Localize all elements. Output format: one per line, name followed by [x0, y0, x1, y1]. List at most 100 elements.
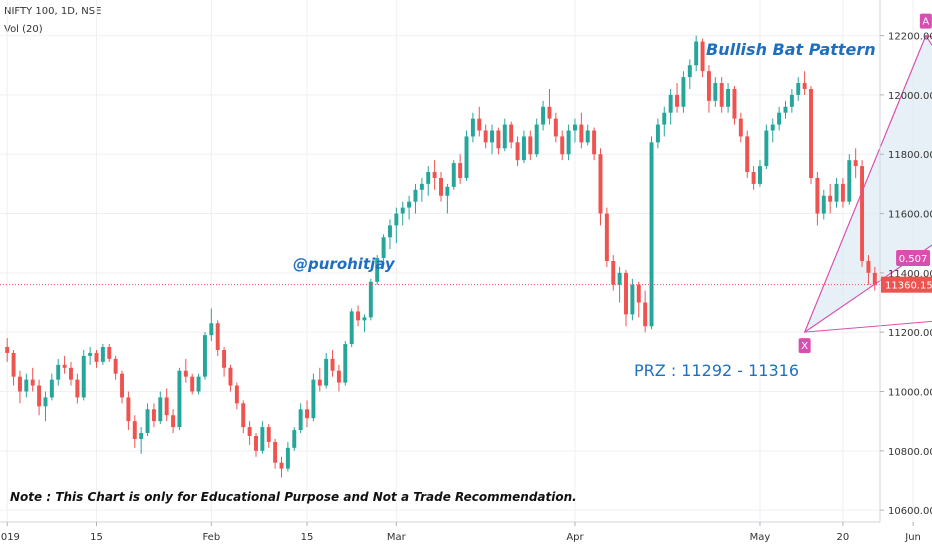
candle-body: [30, 379, 35, 386]
candle-body: [349, 311, 354, 345]
candle-body: [866, 261, 871, 273]
candle-body: [285, 447, 290, 469]
candle-body: [362, 317, 367, 321]
candle-body: [477, 118, 482, 131]
candle-body: [407, 201, 412, 208]
candle-body: [758, 166, 762, 184]
candle-body: [649, 142, 654, 327]
candle-body: [273, 441, 278, 463]
candle-body: [311, 379, 316, 419]
candle-body: [215, 323, 220, 350]
candle-body: [675, 94, 680, 107]
x-tick-label: 20: [837, 532, 850, 543]
candle-body: [585, 130, 590, 143]
candle-body: [560, 136, 565, 155]
candle-body: [496, 130, 501, 149]
pattern-line-xd: [804, 320, 932, 333]
candle-body: [821, 195, 826, 214]
candle-body: [190, 376, 195, 392]
candle-body: [777, 112, 782, 125]
candle-body: [336, 370, 341, 383]
candle-body: [400, 207, 405, 214]
candle-body: [177, 370, 182, 428]
candle-body: [324, 358, 329, 386]
pattern-line-xa: [804, 35, 927, 333]
candle-body: [222, 349, 227, 368]
candle-body: [700, 41, 705, 72]
candle-body: [132, 421, 137, 439]
candle-body: [630, 284, 635, 315]
candle-body: [158, 397, 163, 422]
candle-body: [279, 462, 284, 469]
x-tick-label: Feb: [202, 532, 220, 543]
candle-body: [483, 130, 488, 143]
candle-body: [726, 88, 731, 107]
candle-body: [853, 160, 858, 167]
x-tick-label: 15: [301, 532, 314, 543]
candle-body: [828, 195, 833, 202]
watermark-handle: @purohitjay: [293, 255, 395, 273]
y-tick-label: 11000.00: [888, 388, 932, 399]
candle-body: [298, 409, 303, 431]
last-price-tag: 11360.15: [881, 276, 932, 293]
candle-body: [521, 136, 526, 161]
y-tick-label: 12200.00: [888, 32, 932, 43]
candle-body: [62, 364, 67, 368]
candle-body: [11, 352, 16, 377]
candle-body: [470, 118, 475, 137]
candle-body: [840, 183, 845, 202]
y-tick-label: 12000.00: [888, 91, 932, 102]
symbol-line: NIFTY 100, 1D, NSE: [4, 6, 102, 17]
candle-body: [387, 225, 392, 238]
candle-body: [572, 124, 577, 131]
candle-body: [655, 124, 660, 143]
pattern-title: Bullish Bat Pattern: [706, 40, 876, 59]
candle-body: [617, 272, 622, 285]
y-tick-label: 11600.00: [888, 210, 932, 221]
candle-body: [266, 427, 271, 442]
candle-body: [815, 177, 820, 214]
candle-body: [528, 136, 533, 155]
x-tick-label: Apr: [566, 532, 584, 543]
candle-body: [260, 427, 265, 451]
candle-body: [75, 379, 80, 398]
pattern-point-label: X: [801, 341, 808, 352]
candle-body: [413, 189, 418, 202]
candle-body: [120, 373, 124, 398]
candle-body: [330, 358, 335, 371]
x-tick-label: 15: [90, 532, 103, 543]
candle-body: [164, 397, 169, 416]
candle-body: [5, 347, 10, 353]
candle-body: [88, 352, 93, 356]
candle-body: [789, 94, 794, 107]
candle-body: [439, 177, 443, 196]
candle-body: [145, 409, 150, 434]
candle-body: [694, 41, 699, 66]
candle-body: [139, 433, 144, 439]
ratio-label: 0.507: [896, 250, 931, 267]
candle-body: [566, 130, 571, 155]
candle-body: [171, 415, 176, 428]
candle-body: [681, 77, 686, 107]
candle-body: [234, 385, 239, 404]
candle-body: [770, 124, 775, 131]
candle-body: [745, 136, 750, 173]
candle-body: [317, 379, 322, 386]
x-tick-label: 2019: [0, 532, 20, 543]
candle-body: [183, 370, 188, 377]
y-tick-label: 11400.00: [888, 269, 932, 280]
x-tick-label: May: [750, 532, 771, 543]
candle-body: [254, 435, 258, 451]
candle-body: [305, 409, 310, 419]
candle-body: [719, 83, 724, 107]
disclaimer-note: Note : This Chart is only for Educationa…: [10, 490, 577, 504]
y-tick-label: 11200.00: [888, 328, 932, 339]
candle-body: [713, 83, 718, 101]
candle-body: [541, 106, 546, 125]
candle-body: [809, 88, 813, 178]
candle-body: [228, 367, 233, 386]
candle-body: [464, 136, 469, 178]
candle-body: [598, 154, 603, 214]
candle-body: [368, 281, 373, 318]
prz-label: PRZ : 11292 - 11316: [634, 361, 800, 380]
